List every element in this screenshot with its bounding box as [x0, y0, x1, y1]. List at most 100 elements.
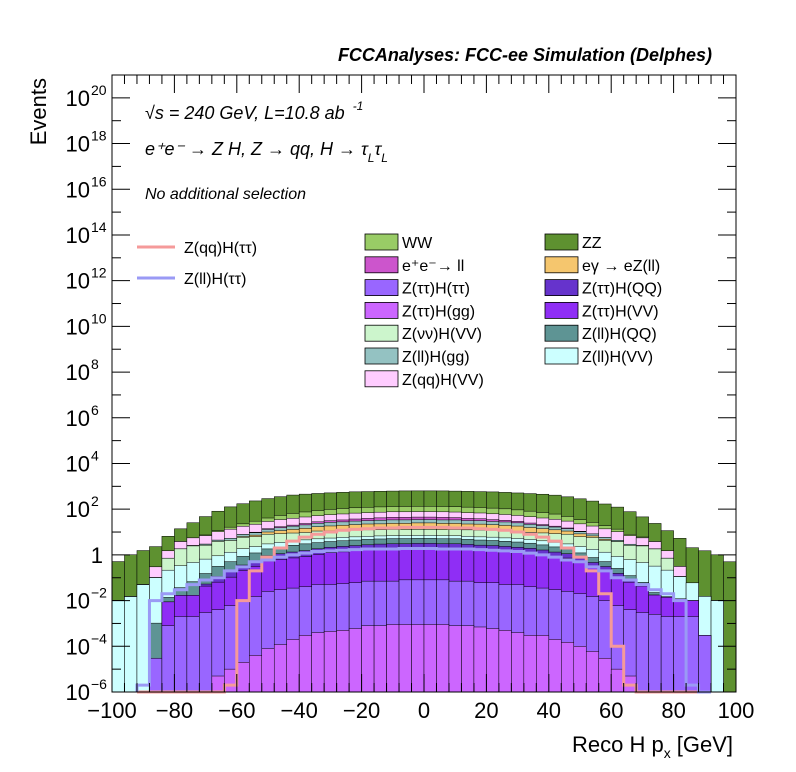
signal-line-z-qq-h — [136, 525, 712, 694]
legend-entry-z-ll-h-gg: Z(ll)H(gg) — [364, 347, 470, 366]
legend-entry-z-ll-h-vv: Z(ll)H(VV) — [544, 347, 653, 366]
y-tick-label-exponent: 18 — [91, 128, 107, 144]
y-tick-label-exponent: 20 — [91, 82, 107, 98]
legend-label: Z(qq)H(VV) — [402, 372, 484, 389]
legend-label: Z(qq)H(ττ) — [184, 240, 257, 257]
bar — [685, 616, 699, 693]
bar — [161, 625, 175, 693]
y-tick-label: 10 — [66, 86, 90, 111]
y-tick-label: 10 — [66, 360, 90, 385]
x-tick-label: 100 — [718, 698, 755, 723]
bar — [373, 625, 387, 693]
signal-line-z-ll-h — [135, 547, 712, 694]
bar — [436, 624, 450, 693]
y-tick-label: 10 — [66, 223, 90, 248]
bar — [585, 651, 599, 693]
legend-label: e⁺e⁻→ ll — [402, 258, 464, 275]
bar — [199, 612, 213, 693]
y-tick-label: 10 — [66, 269, 90, 294]
signal-histograms — [135, 525, 712, 694]
bar — [398, 624, 412, 693]
bar — [348, 628, 362, 693]
x-tick-label: −20 — [343, 698, 380, 723]
bar — [149, 657, 163, 693]
legend-swatch — [544, 324, 579, 342]
legend-swatch — [544, 347, 579, 365]
legend-label: Z(ττ)H(QQ) — [582, 281, 662, 298]
y-tick-label-exponent: 16 — [91, 173, 107, 189]
legend-entry-z-qq-h-vv: Z(qq)H(VV) — [364, 370, 484, 389]
bar — [635, 612, 649, 693]
legend-swatch — [364, 256, 399, 274]
y-tick-label: 10 — [66, 132, 90, 157]
legend-entry-z-h-gg: Z(ττ)H(gg) — [364, 301, 475, 320]
y-tick-label-exponent: 6 — [91, 402, 99, 418]
legend-label: Z(ττ)H(gg) — [402, 303, 475, 320]
legend-swatch — [364, 324, 399, 342]
legend-entry-z-qq-h: Z(qq)H(ττ) — [137, 240, 257, 257]
bar — [311, 632, 325, 693]
bar — [573, 646, 587, 693]
legend-swatch — [364, 233, 399, 251]
bar — [273, 644, 287, 693]
legend-label: Z(ττ)H(ττ) — [402, 281, 470, 298]
bar — [261, 648, 275, 693]
annotation-process: e⁺e⁻ → Z H, Z → qq, H → τLτL — [145, 139, 388, 165]
legend-label: eγ → eZ(ll) — [582, 258, 660, 275]
legend-label: Z(ll)H(QQ) — [582, 326, 657, 343]
y-tick-label: 1 — [91, 543, 103, 568]
legend-entry-z-h-vv: Z(ττ)H(VV) — [544, 301, 659, 320]
bar — [286, 639, 300, 693]
bar — [124, 596, 138, 693]
bar — [723, 561, 737, 693]
x-tick-label: −80 — [156, 698, 193, 723]
bar — [536, 635, 550, 693]
y-tick-label-exponent: 12 — [91, 265, 107, 281]
stacked-histogram — [111, 490, 737, 693]
y-tick-label: 10 — [66, 451, 90, 476]
legend-entry-z-ll-h-qq: Z(ll)H(QQ) — [544, 324, 657, 343]
bar — [673, 616, 687, 693]
bar — [610, 668, 624, 693]
bar — [448, 625, 462, 693]
x-tick-label: −100 — [87, 698, 137, 723]
bar — [548, 639, 562, 693]
legend-label: Z(ll)H(gg) — [402, 349, 470, 366]
x-axis-label-sub: x — [664, 745, 671, 761]
legend: Z(qq)H(ττ) Z(ll)H(ττ) WW ZZ e⁺e⁻→ ll eγ → eZ(… — [137, 233, 662, 389]
x-tick-label: −40 — [281, 698, 318, 723]
bar — [698, 635, 712, 693]
y-tick-label: 10 — [66, 634, 90, 659]
legend-label: Z(νν)H(VV) — [402, 326, 482, 343]
bar — [298, 635, 312, 693]
y-tick-label: 10 — [66, 314, 90, 339]
bar — [461, 625, 475, 693]
x-tick-label: 0 — [418, 698, 430, 723]
bar — [224, 668, 238, 693]
legend-swatch — [544, 301, 579, 319]
annotation-selection: No additional selection — [145, 186, 306, 203]
bar — [561, 642, 575, 693]
legend-entry-e-ez-ll: eγ → eZ(ll) — [544, 256, 660, 275]
y-tick-label: 10 — [66, 497, 90, 522]
chart-title: FCCAnalyses: FCC-ee Simulation (Delphes) — [338, 45, 712, 65]
bar — [386, 624, 400, 693]
bar — [174, 616, 188, 693]
legend-entry-z-ll-h: Z(ll)H(ττ) — [137, 271, 246, 288]
annotation-energy-sup: -1 — [353, 99, 364, 113]
bar — [498, 630, 512, 693]
y-tick-label-exponent: 2 — [91, 493, 99, 509]
bar — [660, 616, 674, 693]
x-tick-label: 40 — [537, 698, 561, 723]
x-tick-label: −60 — [218, 698, 255, 723]
bar — [323, 631, 337, 693]
x-axis-label: Reco H px [GeV] — [572, 732, 733, 761]
y-axis-label: Events — [26, 78, 51, 145]
legend-label: WW — [402, 235, 433, 252]
axis-ticks: −100 −80 −60 −40 −20 0 20 40 60 80 10010−610−410−2… — [66, 74, 755, 723]
annotation-process-tau-2: τ — [374, 139, 382, 159]
bar — [598, 657, 612, 693]
bar — [648, 614, 662, 693]
bar — [211, 675, 225, 693]
